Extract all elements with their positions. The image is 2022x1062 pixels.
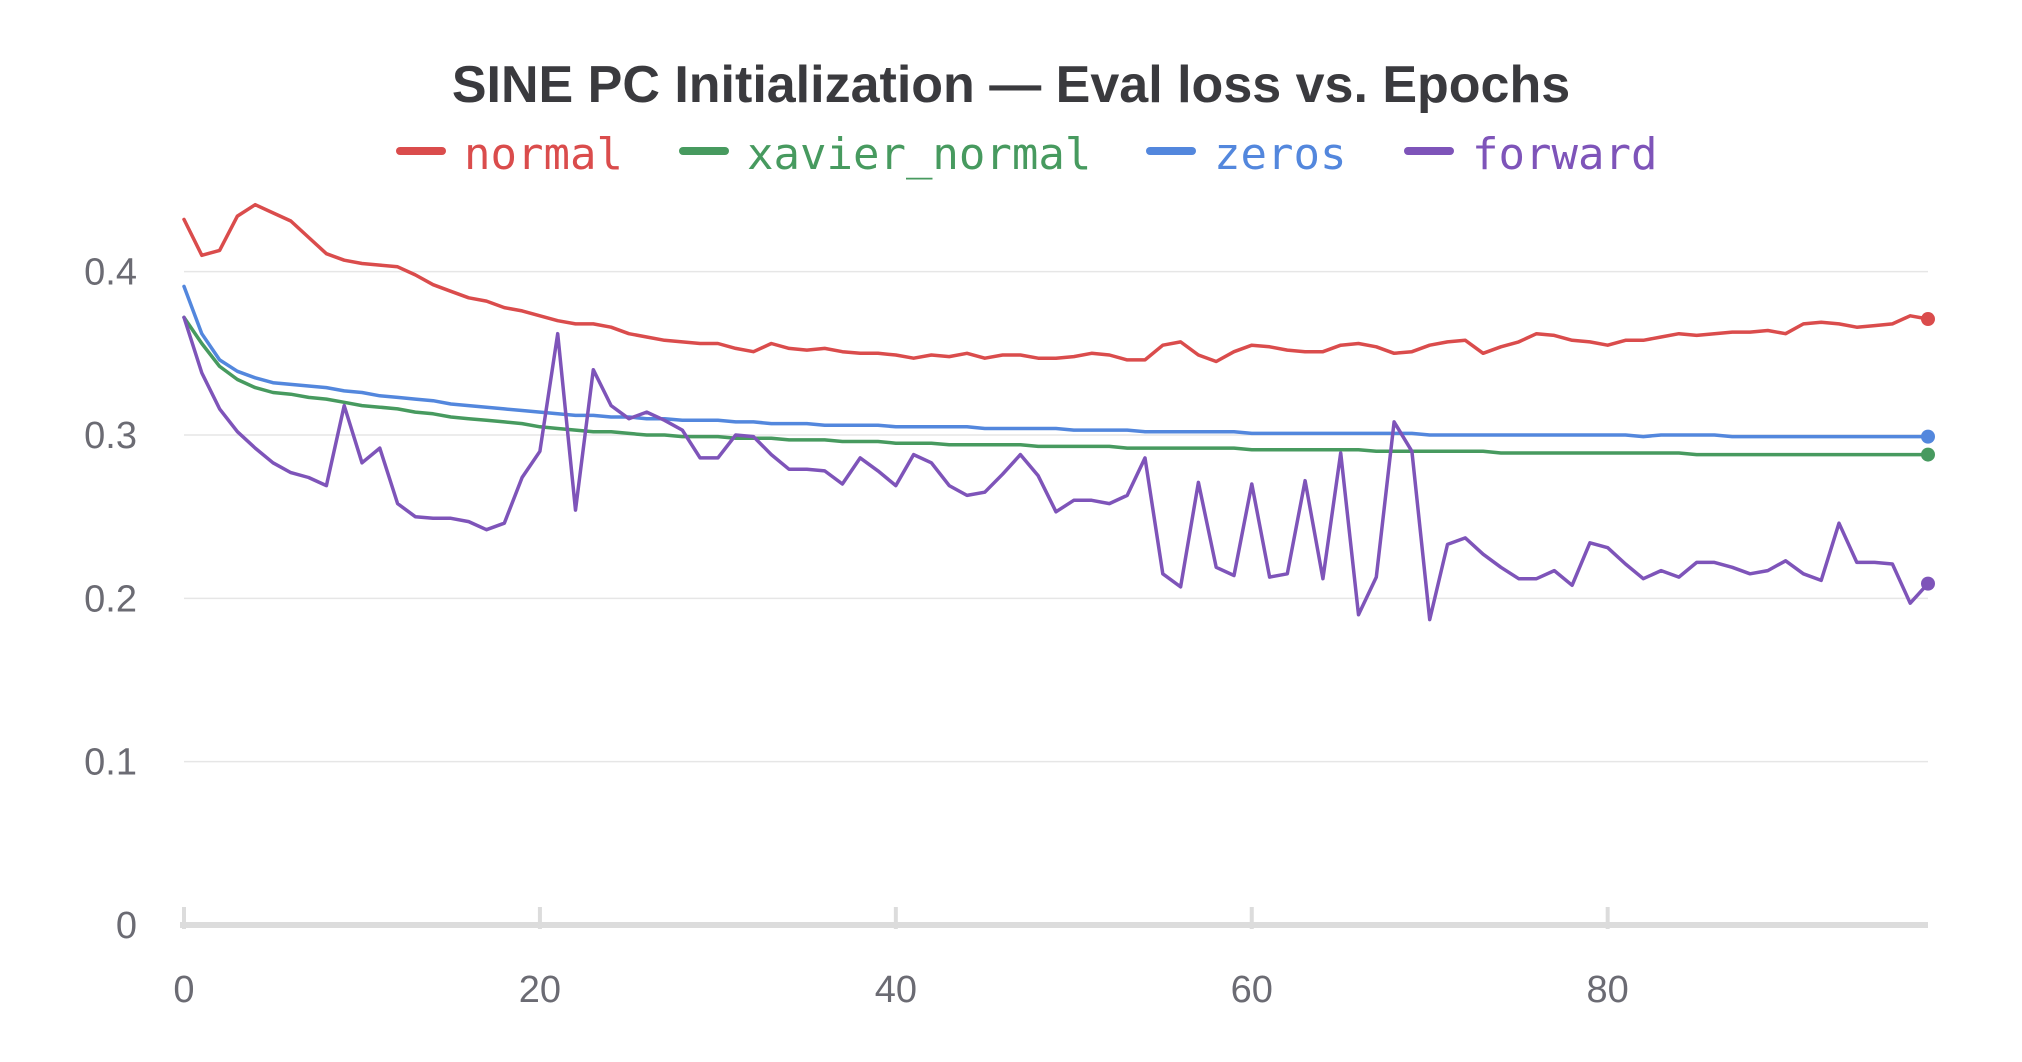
- end-marker-forward: [1921, 576, 1935, 591]
- y-axis-ticks: 0 0.1 0.2 0.3 0.4: [84, 252, 137, 947]
- legend-item-zeros: zeros: [1146, 129, 1346, 180]
- legend-item-xavier_normal: xavier_normal: [679, 129, 1091, 180]
- series-end-markers: [1921, 312, 1935, 591]
- end-marker-xavier_normal: [1921, 447, 1935, 462]
- x-tick-label: 40: [875, 969, 917, 1011]
- legend-label: forward: [1472, 129, 1657, 180]
- y-tick-label: 0.1: [84, 742, 137, 784]
- y-tick-label: 0.4: [84, 252, 137, 294]
- chart-title: SINE PC Initialization — Eval loss vs. E…: [452, 56, 1570, 114]
- x-tick-label: 0: [173, 969, 194, 1011]
- grid-lines: [184, 270, 1928, 763]
- x-tick-label: 20: [519, 969, 561, 1011]
- x-axis-ticks: 0 20 40 60 80: [173, 907, 1629, 1011]
- y-tick-label: 0.3: [84, 415, 137, 457]
- series-line-zeros: [182, 284, 1930, 439]
- series-line-forward: [182, 315, 1930, 622]
- legend-label: zeros: [1214, 129, 1346, 180]
- legend-label: xavier_normal: [747, 129, 1091, 180]
- y-tick-label: 0.2: [84, 578, 137, 620]
- series-line-xavier_normal: [182, 315, 1930, 457]
- end-marker-zeros: [1921, 429, 1935, 444]
- legend-item-normal: normal: [396, 129, 623, 180]
- y-tick-label: 0: [116, 905, 137, 947]
- chart-legend: normal xavier_normal zeros forward: [396, 129, 1657, 180]
- x-tick-label: 60: [1231, 969, 1273, 1011]
- x-tick-label: 80: [1587, 969, 1629, 1011]
- series-lines: [182, 202, 1930, 622]
- legend-label: normal: [464, 129, 623, 180]
- series-line-normal: [182, 202, 1930, 364]
- end-marker-normal: [1921, 312, 1935, 327]
- legend-item-forward: forward: [1404, 129, 1657, 180]
